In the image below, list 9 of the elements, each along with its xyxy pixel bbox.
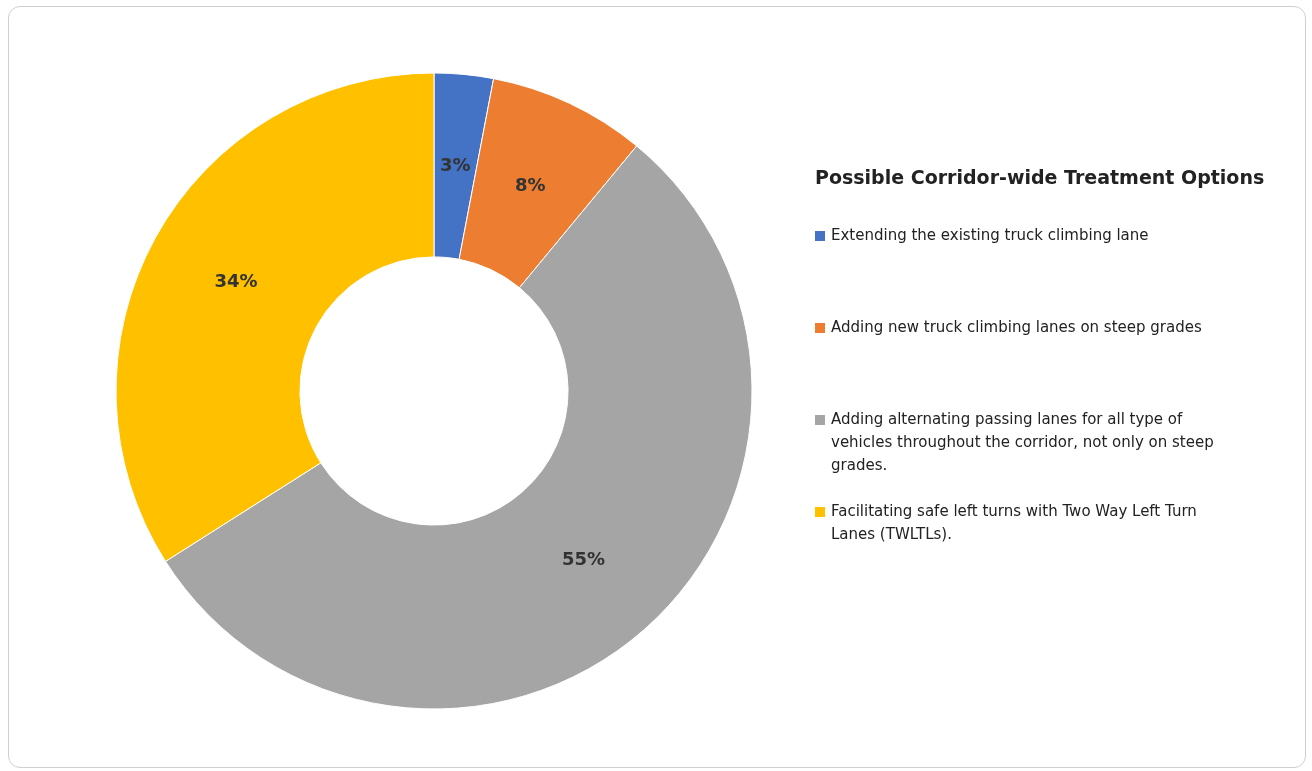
data-label: 3% [439, 153, 471, 175]
legend-label: Adding new truck climbing lanes on steep grades [831, 317, 1202, 338]
legend-label: Extending the existing truck climbing lane [831, 225, 1149, 246]
data-label: 55% [561, 548, 606, 570]
data-label: 34% [214, 269, 258, 291]
data-label: 8% [514, 174, 546, 196]
legend-title: Possible Corridor-wide Treatment Options [815, 166, 1266, 188]
legend-label: Facilitating safe left turns with Two Way Left Turn Lanes (TWLTLs). [831, 501, 1198, 545]
legend-label: Adding alternating passing lanes for all type of vehicles throughout the corridor, not only on steep grades. [831, 409, 1215, 476]
